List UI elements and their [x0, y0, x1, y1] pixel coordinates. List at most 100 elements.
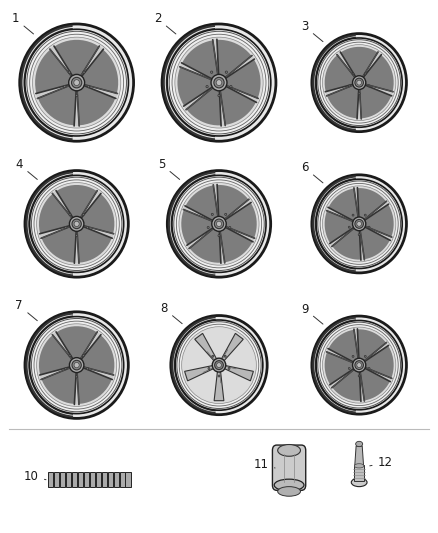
Ellipse shape	[167, 171, 271, 277]
Ellipse shape	[216, 362, 221, 368]
Ellipse shape	[25, 29, 128, 136]
Ellipse shape	[318, 181, 400, 266]
Ellipse shape	[82, 354, 85, 357]
Polygon shape	[225, 227, 254, 242]
Ellipse shape	[169, 31, 269, 134]
Ellipse shape	[348, 226, 350, 228]
Text: 3: 3	[301, 20, 323, 42]
Polygon shape	[57, 185, 97, 218]
Ellipse shape	[30, 34, 124, 131]
Polygon shape	[81, 194, 114, 233]
Ellipse shape	[312, 34, 406, 132]
Ellipse shape	[32, 37, 121, 128]
FancyBboxPatch shape	[272, 445, 306, 490]
Ellipse shape	[352, 356, 354, 357]
Ellipse shape	[76, 235, 78, 237]
Polygon shape	[354, 188, 359, 217]
Ellipse shape	[65, 368, 67, 370]
Polygon shape	[190, 228, 221, 263]
Ellipse shape	[216, 221, 222, 227]
Polygon shape	[226, 85, 258, 102]
Ellipse shape	[212, 358, 226, 372]
Polygon shape	[332, 369, 361, 401]
Polygon shape	[341, 47, 378, 77]
Polygon shape	[364, 346, 394, 378]
Polygon shape	[224, 199, 251, 220]
Polygon shape	[74, 231, 79, 263]
Ellipse shape	[318, 40, 400, 126]
Polygon shape	[364, 367, 392, 382]
Ellipse shape	[348, 367, 350, 369]
Ellipse shape	[354, 464, 364, 468]
Ellipse shape	[355, 361, 364, 369]
Polygon shape	[220, 227, 253, 262]
Ellipse shape	[71, 77, 82, 88]
Ellipse shape	[357, 80, 361, 85]
Ellipse shape	[230, 85, 232, 88]
Polygon shape	[214, 372, 224, 401]
Ellipse shape	[218, 235, 220, 237]
Ellipse shape	[216, 79, 222, 86]
Polygon shape	[357, 188, 386, 220]
Polygon shape	[53, 191, 73, 219]
Ellipse shape	[211, 75, 227, 91]
Ellipse shape	[25, 171, 128, 277]
Bar	[113, 472, 119, 487]
Ellipse shape	[364, 214, 366, 216]
Ellipse shape	[37, 182, 117, 265]
Polygon shape	[325, 352, 354, 384]
Ellipse shape	[351, 478, 367, 487]
Bar	[60, 472, 65, 487]
Polygon shape	[217, 185, 248, 220]
Polygon shape	[184, 366, 214, 381]
Polygon shape	[219, 90, 225, 126]
Ellipse shape	[316, 320, 402, 410]
Polygon shape	[355, 446, 364, 465]
Polygon shape	[365, 84, 393, 96]
Ellipse shape	[211, 213, 213, 215]
Ellipse shape	[30, 317, 124, 414]
Ellipse shape	[356, 441, 363, 447]
Ellipse shape	[82, 213, 85, 215]
Ellipse shape	[353, 217, 366, 231]
Ellipse shape	[312, 175, 406, 273]
Polygon shape	[80, 191, 101, 219]
Ellipse shape	[215, 361, 223, 369]
Ellipse shape	[179, 324, 259, 406]
Ellipse shape	[368, 367, 370, 369]
Ellipse shape	[358, 92, 360, 94]
Polygon shape	[217, 40, 251, 78]
Polygon shape	[221, 333, 243, 361]
Text: 7: 7	[15, 299, 37, 321]
Ellipse shape	[32, 318, 122, 411]
Ellipse shape	[207, 227, 209, 229]
Ellipse shape	[175, 37, 263, 128]
Polygon shape	[42, 368, 76, 404]
Ellipse shape	[211, 71, 213, 74]
Polygon shape	[54, 40, 99, 76]
Polygon shape	[74, 372, 79, 405]
Ellipse shape	[64, 85, 66, 88]
Polygon shape	[325, 55, 355, 92]
Ellipse shape	[72, 219, 81, 229]
Ellipse shape	[69, 358, 84, 373]
Ellipse shape	[322, 327, 396, 403]
Bar	[125, 472, 131, 487]
Bar	[54, 472, 60, 487]
Polygon shape	[325, 84, 353, 96]
Polygon shape	[364, 226, 392, 240]
Ellipse shape	[30, 175, 124, 272]
Polygon shape	[213, 39, 219, 75]
Text: 12: 12	[370, 456, 392, 470]
Polygon shape	[184, 206, 213, 221]
Ellipse shape	[69, 213, 71, 215]
Ellipse shape	[182, 327, 256, 403]
Ellipse shape	[214, 219, 224, 229]
Polygon shape	[35, 50, 72, 93]
Ellipse shape	[353, 76, 366, 90]
Polygon shape	[81, 335, 114, 375]
Text: 2: 2	[154, 12, 176, 34]
Ellipse shape	[214, 77, 224, 88]
Polygon shape	[213, 184, 219, 217]
Polygon shape	[354, 329, 359, 359]
